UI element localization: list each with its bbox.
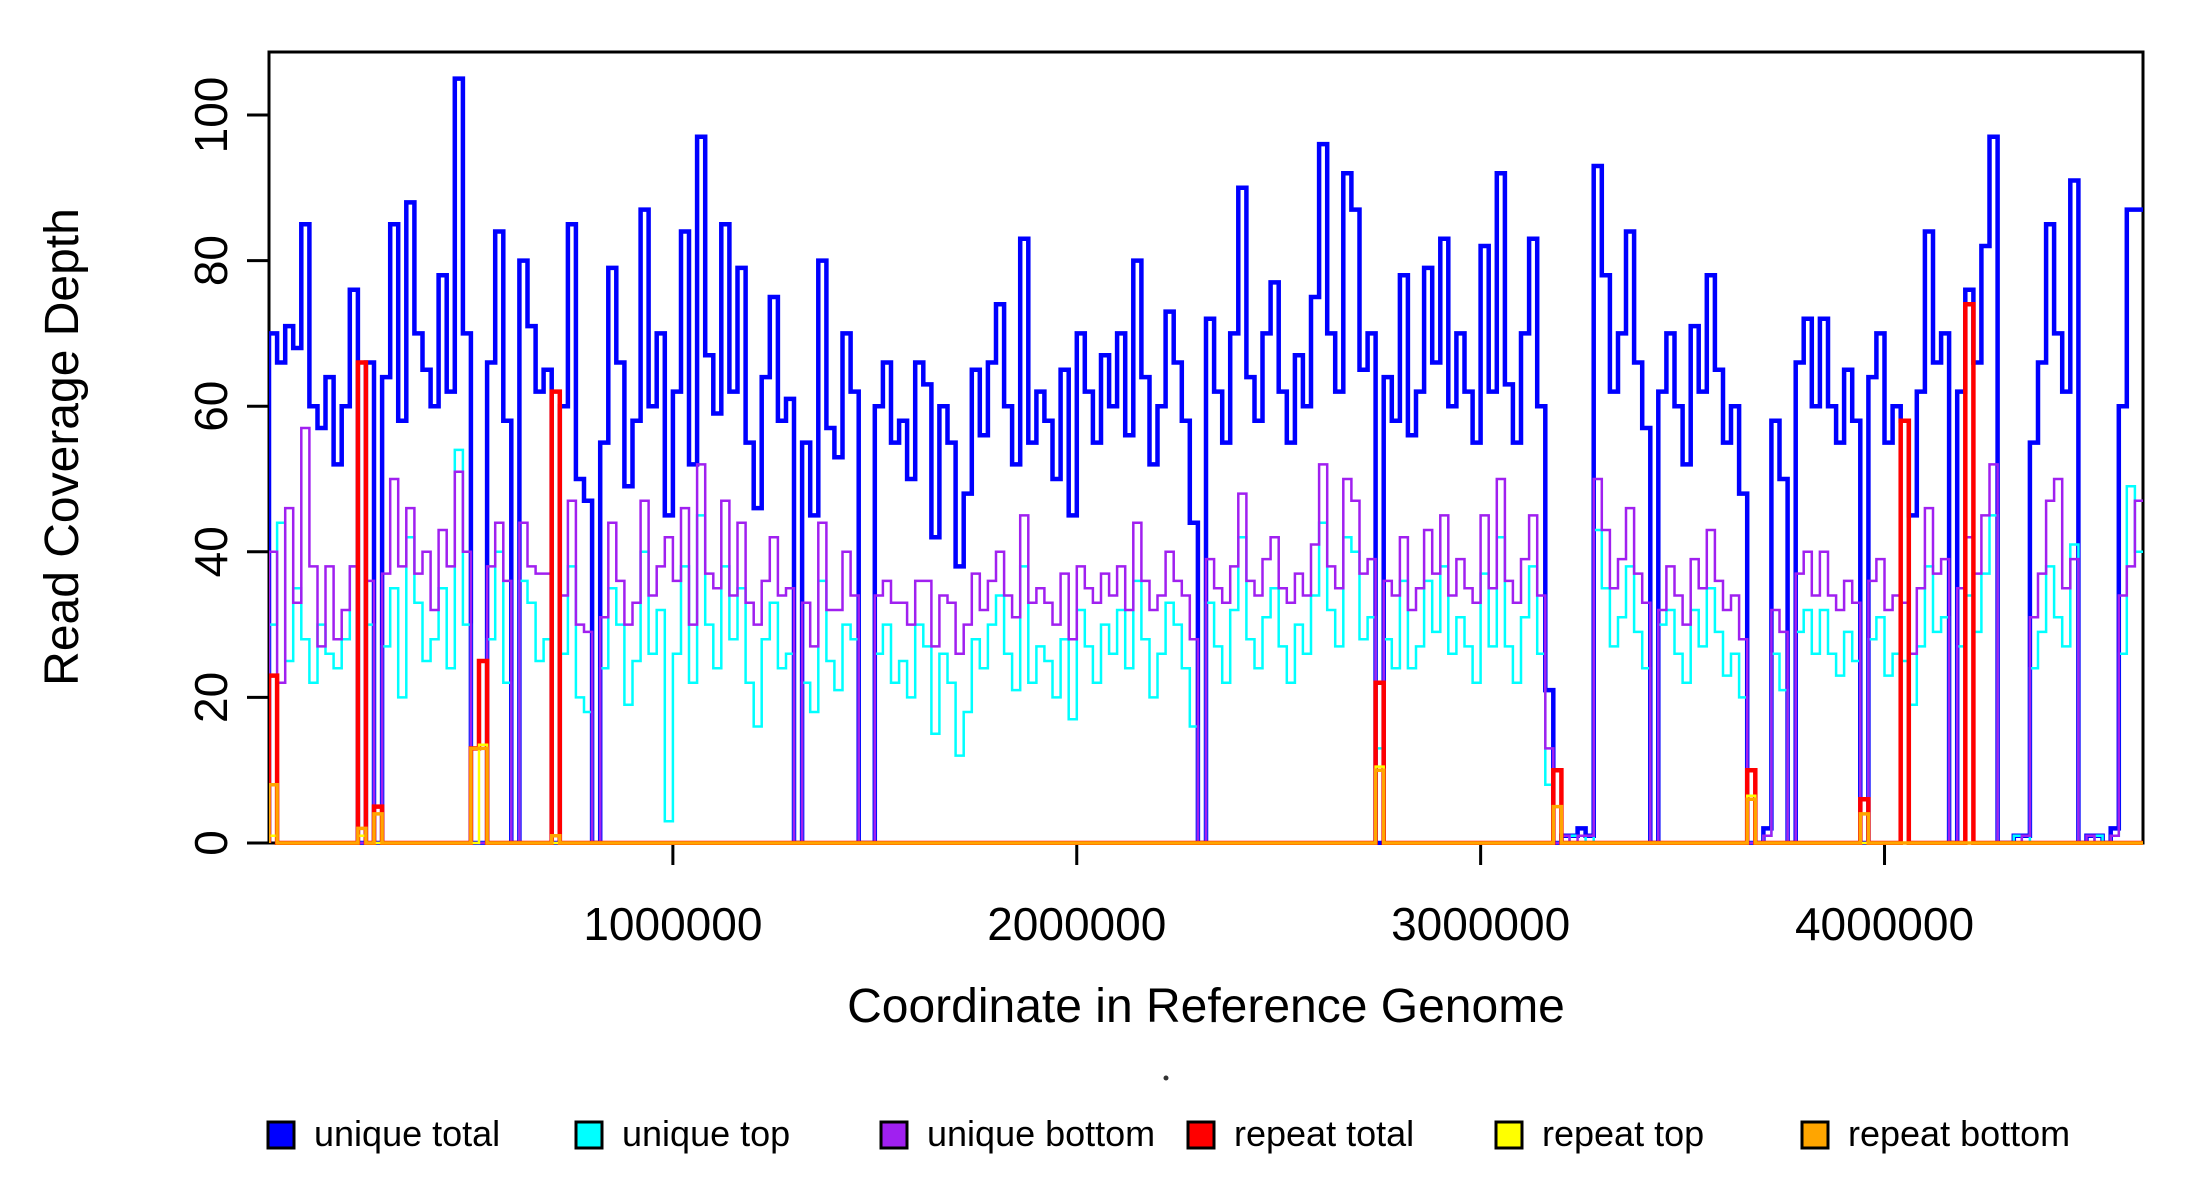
legend-item-unique-total: unique total xyxy=(266,1113,500,1154)
legend-swatch-unique-total xyxy=(266,1120,296,1150)
x-tick-label: 1000000 xyxy=(583,898,762,950)
legend-swatch-unique-bottom xyxy=(879,1120,909,1150)
legend-swatch-repeat-total xyxy=(1186,1120,1216,1150)
x-axis: 1000000 2000000 3000000 4000000 xyxy=(583,843,1974,950)
series-line-unique-total xyxy=(269,76,2143,845)
x-tick-label: 3000000 xyxy=(1391,898,1570,950)
y-tick-label: 40 xyxy=(185,526,237,577)
x-tick-label: 2000000 xyxy=(987,898,1166,950)
y-tick-label: 20 xyxy=(185,672,237,723)
legend-label-unique-bottom: unique bottom xyxy=(927,1113,1155,1154)
legend-swatch-repeat-bottom xyxy=(1800,1120,1830,1150)
legend-item-unique-top: unique top xyxy=(574,1113,790,1154)
legend-item-repeat-top: repeat top xyxy=(1494,1113,1704,1154)
legend-item-repeat-bottom: repeat bottom xyxy=(1800,1113,2070,1154)
x-axis-title: Coordinate in Reference Genome xyxy=(847,980,1565,1033)
y-tick-label: 100 xyxy=(185,77,237,154)
y-tick-label: 60 xyxy=(185,381,237,432)
legend-label-unique-top: unique top xyxy=(622,1113,790,1154)
legend-label-repeat-total: repeat total xyxy=(1234,1113,1414,1154)
legend: unique total unique top unique bottom repea… xyxy=(266,1113,2070,1154)
y-tick-label: 80 xyxy=(185,235,237,286)
x-tick-label: 4000000 xyxy=(1795,898,1974,950)
legend-label-repeat-bottom: repeat bottom xyxy=(1848,1113,2070,1154)
series-line-unique-bottom xyxy=(269,426,2143,845)
legend-swatch-unique-top xyxy=(574,1120,604,1150)
legend-swatch-repeat-top xyxy=(1494,1120,1524,1150)
stray-dot xyxy=(1163,1075,1169,1081)
legend-item-repeat-total: repeat total xyxy=(1186,1113,1414,1154)
y-axis: 0 20 40 60 80 100 xyxy=(185,77,269,856)
y-tick-label: 0 xyxy=(185,830,237,856)
series-line-repeat-bottom xyxy=(269,746,2143,845)
legend-label-repeat-top: repeat top xyxy=(1542,1113,1704,1154)
y-axis-title: Read Coverage Depth xyxy=(36,208,89,686)
series-group xyxy=(269,76,2143,845)
legend-item-unique-bottom: unique bottom xyxy=(879,1113,1155,1154)
legend-label-unique-total: unique total xyxy=(314,1113,500,1154)
